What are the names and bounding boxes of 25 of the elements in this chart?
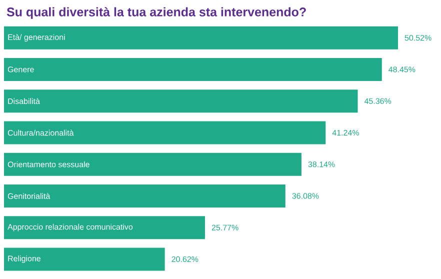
y-tick-label: Orientamento sessuale <box>8 161 90 168</box>
data-label: 48.45% <box>388 66 416 72</box>
y-tick-label: Approccio relazionale comunicativo <box>8 224 133 232</box>
bar <box>4 121 326 144</box>
y-tick-label: Genitorialità <box>8 192 50 199</box>
y-tick-label: Cultura/nazionalità <box>8 130 74 136</box>
y-tick-label: Età/ generazioni <box>8 34 65 42</box>
y-tick-label: Disabilità <box>8 98 40 104</box>
data-label: 41.24% <box>332 130 359 136</box>
data-label: 36.08% <box>292 193 319 199</box>
y-tick-label: Genere <box>8 66 34 72</box>
bar <box>4 184 286 208</box>
data-label: 20.62% <box>172 256 198 262</box>
bar <box>4 90 358 113</box>
data-label: 45.36% <box>364 98 392 104</box>
data-label: 25.77% <box>212 224 238 230</box>
bar <box>4 152 302 176</box>
bar <box>4 248 165 271</box>
chart-title: Su quali diversità la tua azienda sta intervenendo? <box>6 7 306 19</box>
bar <box>4 26 398 50</box>
data-label: 38.14% <box>308 161 335 168</box>
data-label: 50.52% <box>404 34 432 41</box>
y-tick-label: Religione <box>8 255 41 263</box>
bar <box>4 216 205 240</box>
bar <box>4 58 382 81</box>
